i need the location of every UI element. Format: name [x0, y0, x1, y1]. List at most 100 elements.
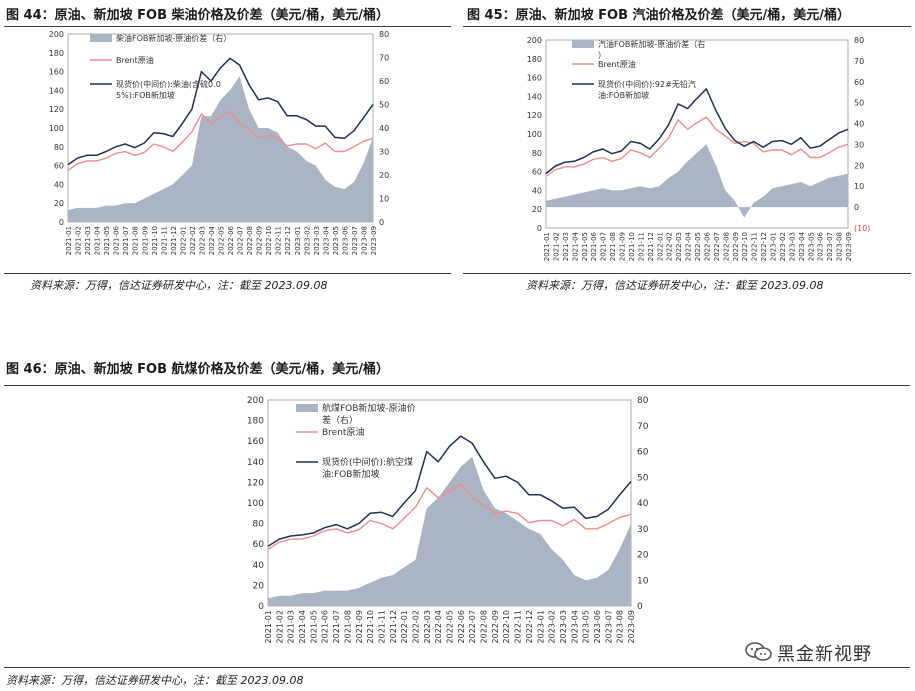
figure-45-title: 图 45：原油、新加坡 FOB 汽油价格及价差（美元/桶，美元/桶） [467, 8, 851, 23]
right-tick-label: 0 [637, 602, 643, 612]
left-tick-label: 200 [247, 396, 264, 406]
right-tick-label: 40 [637, 499, 649, 509]
x-tick-label: 2021-07 [600, 232, 608, 261]
x-tick-label: 2023-07 [351, 226, 359, 255]
x-tick-label: 2021-09 [619, 232, 627, 261]
x-tick-label: 2022-12 [525, 610, 534, 643]
left-tick-label: 160 [527, 74, 542, 83]
x-tick-label: 2021-11 [637, 232, 645, 261]
legend-label-line: Brent原油 [116, 55, 154, 65]
x-tick-label: 2021-03 [287, 610, 296, 643]
legend-label: 航煤FOB新加坡-原油价差（右） [322, 402, 416, 426]
x-tick-label: 2021-03 [84, 226, 92, 255]
left-tick-label: 200 [49, 30, 64, 39]
x-tick-label: 2021-03 [562, 232, 570, 261]
left-tick-label: 100 [49, 124, 64, 133]
x-tick-label: 2022-08 [246, 226, 254, 255]
legend-swatch [572, 40, 594, 48]
watermark-text: 黑金新视野 [777, 644, 872, 665]
x-tick-label: 2022-03 [423, 610, 432, 643]
left-tick-label: 160 [49, 68, 64, 77]
x-tick-label: 2023-09 [370, 226, 378, 255]
left-tick-label: 40 [532, 186, 542, 195]
left-tick-label: 140 [527, 92, 542, 101]
right-tick-label: 30 [379, 148, 389, 157]
x-tick-label: 2021-04 [298, 610, 307, 643]
left-tick-label: 60 [532, 168, 542, 177]
right-tick-label: 70 [854, 57, 864, 66]
x-tick-label: 2022-07 [468, 610, 477, 643]
x-tick-label: 2023-03 [313, 226, 321, 255]
x-tick-label: 2023-04 [322, 225, 330, 255]
x-tick-label: 2021-05 [581, 232, 589, 261]
legend-item: 柴油FOB新加坡-原油价差（右） [90, 33, 231, 43]
x-tick-label: 2022-05 [694, 232, 702, 261]
x-tick-label: 2022-10 [741, 232, 749, 261]
product-line [545, 88, 849, 175]
product-line [67, 57, 374, 166]
legend-item: 现货价(中间价):航空煤油:FOB新加坡 [296, 456, 413, 480]
left-tick-label: 180 [49, 49, 64, 58]
right-tick-label: 30 [854, 140, 864, 149]
x-tick-label: 2021-08 [609, 232, 617, 261]
right-tick-label: 50 [854, 99, 864, 108]
x-tick-label: 2023-07 [826, 232, 834, 261]
x-tick-label: 2023-04 [570, 610, 579, 643]
left-tick-label: 180 [527, 55, 542, 64]
figure-45-bottom-rule [463, 273, 911, 274]
legend-label-line: ） [598, 51, 606, 60]
x-tick-label: 2022-06 [703, 231, 711, 261]
right-tick-label: 0 [379, 218, 384, 227]
x-tick-label: 2023-04 [798, 231, 806, 261]
legend-label: Brent原油 [322, 426, 364, 438]
product-line [267, 435, 632, 547]
left-tick-label: 100 [247, 499, 264, 509]
x-tick-label: 2023-03 [559, 610, 568, 643]
right-tick-label: 0 [854, 203, 859, 212]
x-tick-label: 2022-02 [666, 232, 674, 261]
x-tick-label: 2023-05 [807, 232, 815, 261]
legend-label-line: 现货价(中间价):航空煤 [322, 456, 413, 468]
x-tick-label: 2023-01 [536, 610, 545, 643]
right-tick-label: 80 [854, 36, 864, 45]
left-tick-label: 20 [54, 199, 64, 208]
x-tick-label: 2021-08 [343, 610, 352, 643]
left-tick-label: 40 [253, 561, 265, 571]
right-tick-label: 60 [854, 78, 864, 87]
x-tick-label: 2021-12 [170, 226, 178, 255]
figure-45-top-rule [463, 26, 911, 27]
brent-line [67, 110, 374, 171]
spread-area [68, 76, 373, 222]
right-tick-label: 80 [637, 396, 649, 406]
x-tick-label: 2021-06 [113, 225, 121, 255]
figure-44-title: 图 44：原油、新加坡 FOB 柴油价格及价差（美元/桶，美元/桶） [6, 8, 390, 23]
x-tick-label: 2022-10 [265, 226, 273, 255]
legend-label-line: 现货价(中间价):92#无铅汽 [598, 79, 696, 89]
left-tick-label: 200 [527, 36, 542, 45]
left-tick-label: 80 [54, 143, 64, 152]
left-tick-label: 80 [253, 520, 265, 530]
spread-area [268, 456, 631, 606]
x-tick-label: 2022-11 [751, 232, 759, 261]
legend-label-line: 差（右） [322, 414, 358, 426]
x-tick-label: 2022-09 [256, 226, 264, 255]
x-tick-label: 2021-06 [590, 231, 598, 261]
spread-area [546, 144, 848, 218]
left-tick-label: 40 [54, 180, 64, 189]
legend-label-line: 油:FOB新加坡 [322, 468, 379, 480]
right-tick-label: 60 [379, 77, 389, 86]
x-tick-label: 2021-11 [377, 610, 386, 643]
x-tick-label: 2022-11 [514, 610, 523, 643]
right-tick-label: 70 [379, 54, 389, 63]
right-tick-label: 20 [854, 161, 864, 170]
x-tick-label: 2023-06 [593, 610, 602, 643]
x-tick-label: 2023-01 [770, 232, 778, 261]
x-tick-label: 2022-07 [237, 226, 245, 255]
right-tick-label: 80 [379, 30, 389, 39]
x-tick-label: 2022-09 [491, 610, 500, 643]
left-tick-label: 0 [59, 218, 64, 227]
brent-line [545, 116, 849, 177]
right-tick-label: 20 [379, 171, 389, 180]
x-tick-label: 2023-02 [548, 610, 557, 643]
legend-swatch [90, 34, 112, 42]
